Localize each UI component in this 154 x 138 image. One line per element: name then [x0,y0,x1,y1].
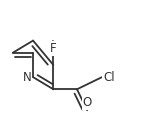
Text: F: F [50,42,57,55]
Text: Cl: Cl [103,71,115,84]
Text: O: O [83,96,92,109]
Text: N: N [23,71,31,84]
